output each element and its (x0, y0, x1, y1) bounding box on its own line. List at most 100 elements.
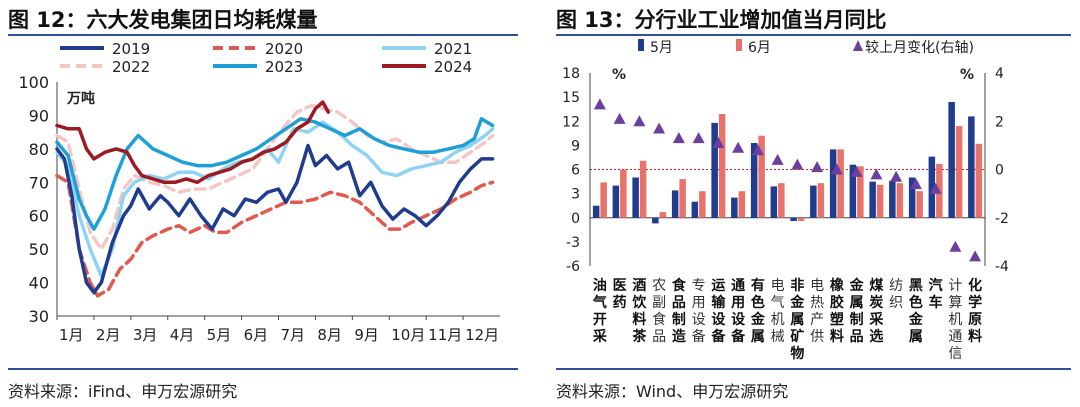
bar-6月 (600, 182, 607, 218)
category-label-油气开采: 采 (592, 328, 608, 345)
category-label-专用设备: 设 (692, 312, 706, 328)
bar-5月 (770, 186, 778, 218)
marker-change (692, 132, 705, 144)
category-label-煤炭采选: 选 (869, 328, 883, 345)
category-label-化学原料: 原 (968, 312, 982, 328)
category-label-电气机械: 机 (771, 312, 785, 328)
category-label-纺织: 织 (889, 295, 903, 311)
series-line-2023 (55, 117, 495, 231)
category-label-非金属矿物: 矿 (790, 328, 804, 345)
category-label-计算机通信: 算 (948, 295, 962, 311)
bar-6月 (758, 135, 765, 218)
bar-5月 (889, 180, 896, 218)
bar-5月 (612, 185, 620, 218)
category-label-金属制品: 属 (850, 295, 864, 311)
y-tick-label: 100 (18, 73, 49, 92)
chart-source: 资料来源：Wind、申万宏源研究 (556, 382, 789, 401)
y-left-tick-label: 15 (562, 90, 580, 106)
category-label-有色金属: 色 (751, 294, 765, 311)
legend-swatch-change (853, 40, 863, 51)
line-chart: 2019 2020 2021 2022 2023 2024 30 40 50 60 70 80 90 10… (18, 40, 500, 344)
category-label-食品制造: 食 (672, 277, 687, 294)
category-label-有色金属: 金 (750, 311, 766, 328)
y-unit-label: 万吨 (66, 90, 95, 107)
category-label-通用设备: 备 (730, 328, 746, 345)
bar-5月 (810, 185, 817, 218)
bar-6月 (837, 149, 844, 218)
y-tick-label: 40 (29, 274, 49, 293)
legend-label: 6月 (748, 40, 771, 56)
bar-5月 (869, 181, 876, 218)
category-label-电气机械: 气 (771, 295, 785, 311)
legend-label-2024: 2024 (434, 58, 472, 76)
category-label-非金属矿物: 属 (790, 312, 804, 328)
category-label-计算机通信: 计 (948, 278, 962, 294)
category-label-酒饮料茶: 酒 (632, 278, 646, 294)
category-label-农副食品: 食 (652, 311, 666, 328)
y-right-tick-label: 0 (995, 163, 1004, 179)
legend-label-2022: 2022 (112, 58, 150, 76)
category-label-电热产供: 电 (810, 278, 824, 294)
category-label-医药: 药 (613, 294, 627, 311)
y-right-tick-label: 4 (995, 66, 1004, 82)
bar-6月 (699, 191, 706, 218)
category-label-化学原料: 料 (968, 328, 982, 345)
marker-change (633, 115, 646, 127)
series-line-2019 (55, 143, 495, 295)
chart-title: 图 12：六大发电集团日均耗煤量 (8, 8, 318, 32)
legend-label-2019: 2019 (112, 40, 150, 58)
category-label-电热产供: 产 (810, 312, 824, 328)
marker-change (870, 168, 883, 180)
category-label-食品制造: 品 (672, 295, 686, 311)
x-tick-label: 4月 (170, 326, 195, 344)
bar-6月 (975, 143, 983, 218)
bar-5月 (948, 102, 955, 218)
bar-5月 (790, 217, 797, 221)
bar-6月 (797, 217, 805, 221)
x-tick-label: 10月 (391, 326, 425, 344)
bar-6月 (718, 114, 726, 218)
category-label-金属制品: 制 (850, 311, 864, 328)
bar-5月 (671, 190, 679, 218)
bar-6月 (778, 183, 785, 218)
category-label-汽车: 汽 (929, 277, 943, 294)
category-label-煤炭采选: 采 (868, 311, 884, 328)
marker-change (890, 170, 903, 182)
marker-change (929, 182, 942, 194)
category-label-非金属矿物: 物 (790, 345, 804, 362)
category-label-食品制造: 制 (672, 311, 686, 328)
bar-6月 (876, 184, 884, 218)
y-left-tick-label: 3 (571, 187, 580, 203)
category-label-油气开采: 气 (592, 294, 607, 311)
category-label-油气开采: 开 (593, 312, 607, 328)
y-tick-label: 60 (29, 207, 49, 226)
bar-5月 (968, 116, 975, 218)
category-label-金属制品: 金 (849, 277, 865, 294)
category-label-酒饮料茶: 饮 (631, 294, 647, 311)
bar-6月 (738, 191, 746, 218)
x-tick-label: 5月 (207, 326, 232, 344)
legend-label: 较上月变化(右轴) (865, 40, 974, 56)
category-label-非金属矿物: 金 (789, 294, 805, 311)
category-label-非金属矿物: 非 (790, 277, 804, 294)
bar-5月 (711, 122, 718, 218)
y-left-tick-label: 6 (571, 163, 580, 179)
category-label-电热产供: 热 (810, 295, 824, 311)
category-label-煤炭采选: 煤 (869, 277, 884, 294)
category-label-运输设备: 设 (711, 312, 726, 328)
bar-5月 (691, 201, 699, 218)
x-tick-label: 1月 (59, 326, 84, 344)
category-label-黑色金属: 色 (909, 294, 923, 311)
bar-5月 (908, 177, 916, 218)
category-label-食品制造: 造 (672, 328, 686, 345)
bar-6月 (857, 166, 864, 218)
category-label-橡胶塑料: 胶 (830, 294, 844, 311)
y-right-tick-label: 2 (995, 114, 1004, 130)
category-label-纺织: 纺 (889, 278, 903, 294)
y-left-tick-label: -6 (566, 259, 580, 275)
category-label-黑色金属: 金 (908, 311, 924, 328)
marker-change (593, 98, 606, 110)
category-label-黑色金属: 属 (909, 329, 923, 345)
marker-change (850, 165, 863, 177)
